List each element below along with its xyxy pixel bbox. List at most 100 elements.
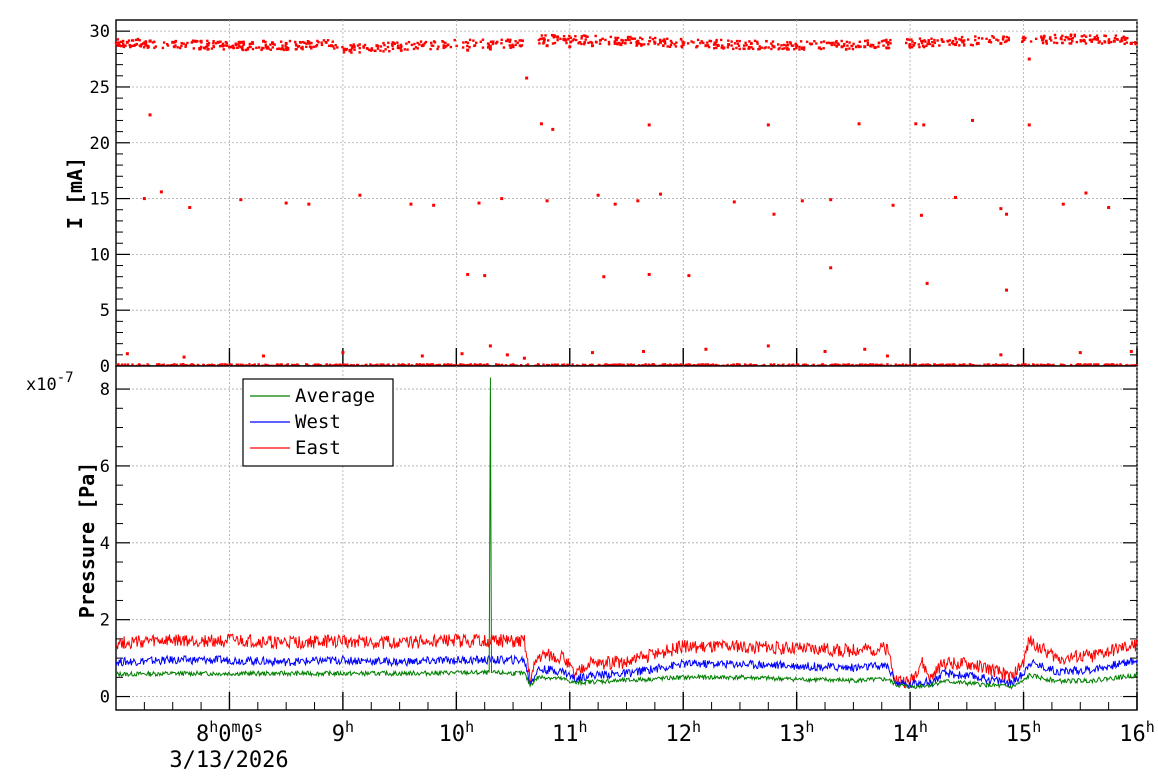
- current-band-point: [643, 43, 646, 46]
- current-zero-point: [1107, 363, 1110, 366]
- current-band-point: [1088, 38, 1092, 42]
- current-band-point: [1134, 42, 1137, 46]
- current-point: [1129, 349, 1133, 353]
- current-band-point: [1007, 38, 1011, 42]
- current-band-point: [621, 39, 625, 42]
- current-band-point: [455, 44, 458, 48]
- current-band-point: [721, 44, 724, 47]
- current-band-point: [373, 49, 376, 52]
- current-band-point: [887, 40, 890, 44]
- current-band-point: [1066, 36, 1069, 39]
- current-zero-point: [241, 363, 244, 367]
- current-band-point: [825, 41, 829, 45]
- current-band-point: [553, 34, 556, 37]
- current-band-point: [369, 49, 373, 52]
- current-point: [1044, 39, 1048, 43]
- current-band-point: [911, 40, 914, 43]
- current-band-point: [928, 42, 931, 46]
- current-band-point: [1049, 36, 1052, 39]
- x-tick-superscript: h: [805, 718, 814, 736]
- current-zero-point: [836, 363, 839, 367]
- current-band-point: [305, 45, 308, 49]
- current-band-point: [232, 46, 235, 50]
- current-zero-point: [443, 364, 446, 367]
- current-band-point: [696, 38, 700, 42]
- current-band-point: [661, 44, 665, 47]
- current-band-point: [989, 41, 993, 44]
- current-band-point: [251, 47, 255, 51]
- x-tick-superscript: s: [254, 718, 263, 736]
- current-band-point: [922, 44, 925, 48]
- current-band-point: [924, 40, 927, 43]
- current-zero-point: [886, 363, 889, 366]
- x-tick-text: 0: [241, 722, 254, 747]
- current-band-point: [908, 44, 911, 47]
- current-band-point: [760, 46, 763, 49]
- current-band-point: [284, 44, 287, 48]
- current-band-point: [518, 44, 522, 47]
- current-band-point: [431, 44, 435, 48]
- current-band-point: [598, 39, 602, 42]
- current-band-point: [358, 51, 361, 54]
- current-band-point: [587, 41, 590, 45]
- current-band-point: [706, 41, 709, 44]
- current-zero-point: [425, 363, 429, 366]
- current-band-point: [198, 47, 201, 50]
- current-band-point: [738, 39, 741, 43]
- current-band-point: [626, 38, 630, 41]
- current-band-point: [908, 46, 912, 49]
- current-zero-point: [542, 363, 545, 366]
- current-band-point: [1090, 40, 1093, 44]
- current-band-point: [546, 39, 550, 42]
- x-tick-label: 11h: [552, 718, 588, 747]
- current-band-point: [732, 47, 735, 51]
- current-zero-point: [1027, 363, 1030, 367]
- current-band-point: [506, 39, 509, 43]
- current-band-point: [918, 37, 922, 40]
- current-point: [216, 40, 220, 44]
- pressure-y-tick-label: 0: [100, 688, 110, 708]
- current-band-point: [368, 48, 371, 52]
- current-band-point: [352, 43, 355, 46]
- current-band-point: [184, 45, 187, 48]
- current-point: [829, 266, 833, 270]
- pressure-y-ticks: 0 2 4 6 8: [100, 380, 1137, 708]
- current-band-point: [758, 47, 761, 51]
- current-point: [330, 44, 334, 48]
- current-band-point: [618, 41, 621, 45]
- pressure-y-axis-title: Pressure [Pa]: [75, 462, 99, 619]
- current-band-point: [786, 48, 789, 51]
- current-point: [307, 202, 311, 206]
- current-band-point: [219, 40, 222, 43]
- current-band-point: [473, 44, 476, 48]
- current-band-point: [913, 41, 917, 45]
- x-tick-superscript: m: [232, 718, 241, 736]
- current-band-point: [327, 44, 331, 48]
- current-band-point: [310, 41, 313, 45]
- current-band-point: [370, 47, 374, 50]
- current-band-point: [399, 46, 403, 49]
- current-band-point: [350, 46, 354, 50]
- current-band-point: [639, 36, 642, 39]
- current-band-point: [1100, 42, 1104, 45]
- current-band-point: [802, 46, 806, 49]
- current-band-point: [572, 38, 576, 41]
- current-zero-point: [1089, 363, 1092, 366]
- current-zero-point: [991, 363, 995, 367]
- x-tick-text: 15: [1006, 722, 1033, 747]
- current-band-point: [489, 45, 492, 48]
- current-band-point: [584, 34, 587, 38]
- current-band-point: [388, 50, 391, 53]
- current-point: [159, 190, 163, 194]
- x-tick-text: 8: [196, 722, 209, 747]
- current-band-point: [269, 43, 272, 46]
- current-band-point: [281, 44, 284, 47]
- current-zero-point: [939, 363, 942, 367]
- current-band-point: [210, 47, 214, 50]
- current-band-point: [840, 39, 843, 43]
- current-zero-point: [946, 363, 950, 367]
- current-band-point: [559, 37, 562, 40]
- current-band-point: [396, 41, 399, 44]
- current-zero-point: [462, 363, 466, 367]
- current-band-point: [641, 37, 644, 41]
